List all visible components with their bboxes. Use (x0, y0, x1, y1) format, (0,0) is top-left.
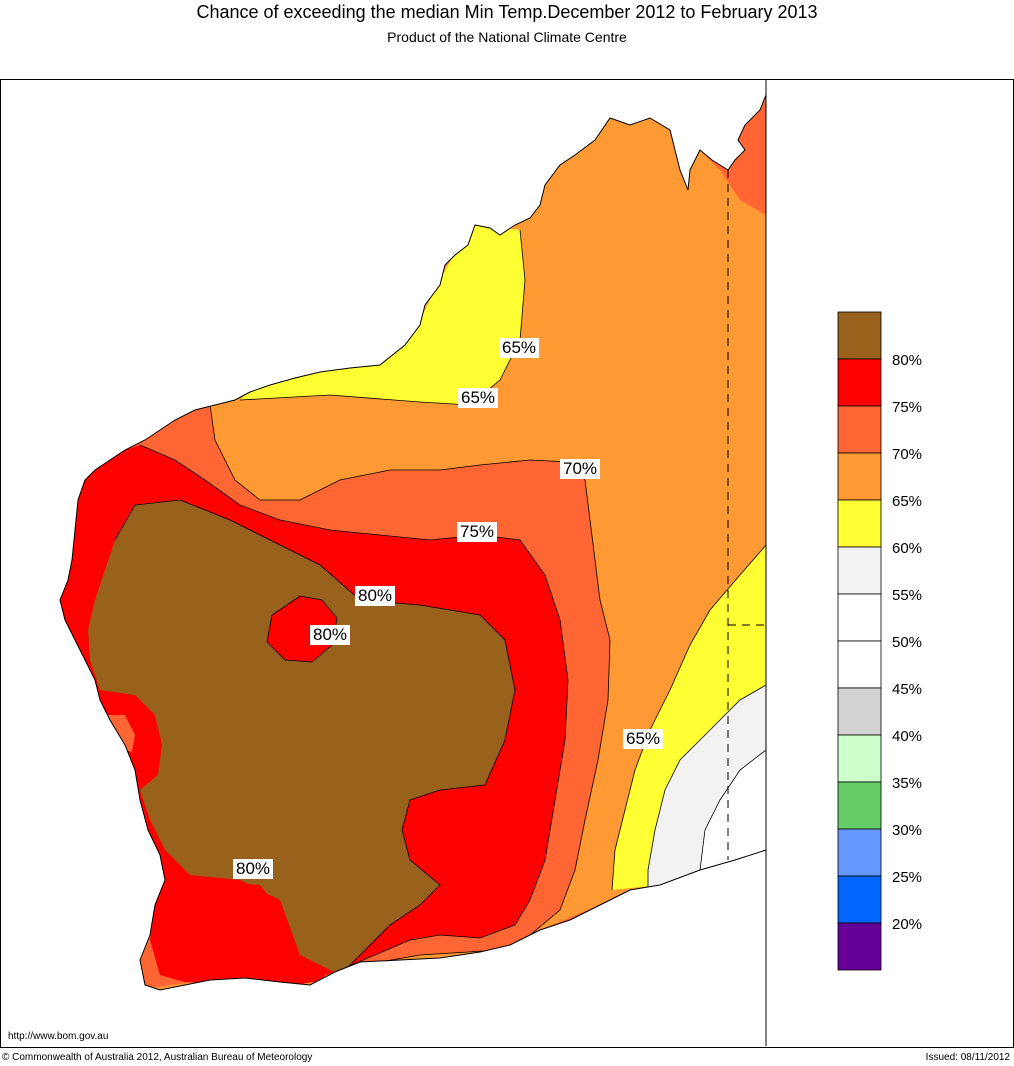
contour-label-east-70: 70% (560, 459, 601, 479)
legend-box-c20 (837, 875, 882, 924)
legend-box-c50 (837, 593, 882, 642)
contour-label-centre-80a: 80% (355, 586, 396, 606)
legend-label-50: 50% (892, 634, 923, 651)
issued-date: Issued: 08/11/2012 (925, 1052, 1010, 1063)
legend-label-20: 20% (892, 916, 923, 933)
legend-label-70: 70% (892, 446, 923, 463)
legend-box-c55 (837, 546, 882, 595)
region-r75i (267, 596, 337, 662)
legend-label-30: 30% (892, 822, 923, 839)
legend-box-c75 (837, 358, 882, 407)
contour-label-east-65: 65% (623, 729, 664, 749)
legend-box-c45 (837, 640, 882, 689)
legend-label-60: 60% (892, 540, 923, 557)
region-r75s (150, 820, 330, 985)
legend-label-40: 40% (892, 728, 923, 745)
legend-label-55: 55% (892, 587, 923, 604)
legend-label-35: 35% (892, 775, 923, 792)
legend-label-65: 65% (892, 493, 923, 510)
contour-label-north-65a: 65% (499, 338, 540, 358)
contour-label-centre-75: 75% (457, 522, 498, 542)
source-url: http://www.bom.gov.au (8, 1031, 109, 1042)
contour-label-centre-80b: 80% (310, 625, 351, 645)
legend-box-c65 (837, 452, 882, 501)
contour-label-north-65b: 65% (458, 388, 499, 408)
legend-color-scale (837, 311, 882, 971)
legend-box-c25 (837, 828, 882, 877)
legend-label-45: 45% (892, 681, 923, 698)
legend-box-c60 (837, 499, 882, 548)
copyright-notice: © Commonwealth of Australia 2012, Austra… (2, 1052, 313, 1063)
probability-regions (60, 95, 766, 990)
map-subtitle: Product of the National Climate Centre (387, 29, 627, 45)
legend-label-75: 75% (892, 399, 923, 416)
map-title: Chance of exceeding the median Min Temp.… (196, 2, 818, 22)
legend-box-c35 (837, 734, 882, 783)
region-r80 (88, 500, 515, 975)
contour-label-south-80: 80% (233, 859, 274, 879)
legend-box-c70 (837, 405, 882, 454)
region-r50e (700, 750, 766, 870)
legend-box-c15 (837, 922, 882, 971)
legend-label-80: 80% (892, 352, 923, 369)
legend-label-25: 25% (892, 869, 923, 886)
legend-box-c30 (837, 781, 882, 830)
legend-box-c40 (837, 687, 882, 736)
region-r60n (240, 225, 525, 405)
contour-lines (114, 229, 766, 976)
legend-box-c80 (837, 311, 882, 360)
